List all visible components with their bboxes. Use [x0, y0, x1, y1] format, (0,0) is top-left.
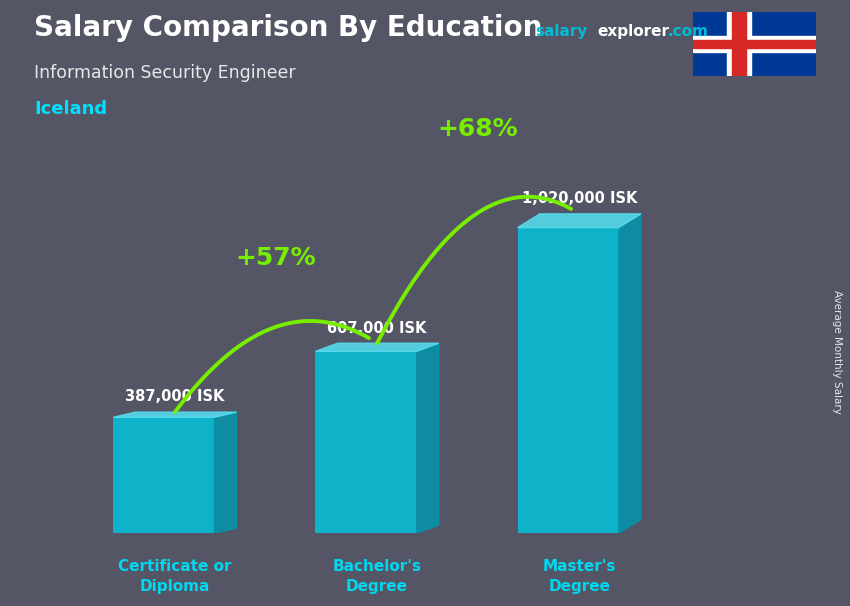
Text: 387,000 ISK: 387,000 ISK [125, 390, 224, 404]
Bar [693, 36, 816, 52]
Text: Salary Comparison By Education: Salary Comparison By Education [34, 15, 542, 42]
Text: Iceland: Iceland [34, 100, 107, 118]
Polygon shape [315, 343, 439, 351]
Polygon shape [518, 214, 641, 228]
Text: 1,020,000 ISK: 1,020,000 ISK [522, 191, 637, 206]
Text: .com: .com [667, 24, 708, 39]
Polygon shape [113, 412, 236, 418]
Bar [113, 418, 214, 533]
Text: Average Monthly Salary: Average Monthly Salary [832, 290, 842, 413]
Text: Bachelor's
Degree: Bachelor's Degree [332, 559, 422, 594]
Text: salary: salary [536, 24, 588, 39]
Text: Information Security Engineer: Information Security Engineer [34, 64, 296, 82]
Polygon shape [619, 214, 641, 533]
Bar [693, 40, 816, 48]
Polygon shape [416, 343, 439, 533]
Text: +68%: +68% [438, 116, 518, 141]
Bar [518, 228, 619, 533]
Text: explorer: explorer [598, 24, 670, 39]
Text: Certificate or
Diploma: Certificate or Diploma [118, 559, 232, 594]
Text: 607,000 ISK: 607,000 ISK [327, 321, 427, 336]
Text: +57%: +57% [235, 246, 316, 270]
Bar [732, 12, 745, 76]
Bar [727, 12, 751, 76]
Polygon shape [214, 412, 236, 533]
Bar [315, 351, 416, 533]
Text: Master's
Degree: Master's Degree [542, 559, 616, 594]
